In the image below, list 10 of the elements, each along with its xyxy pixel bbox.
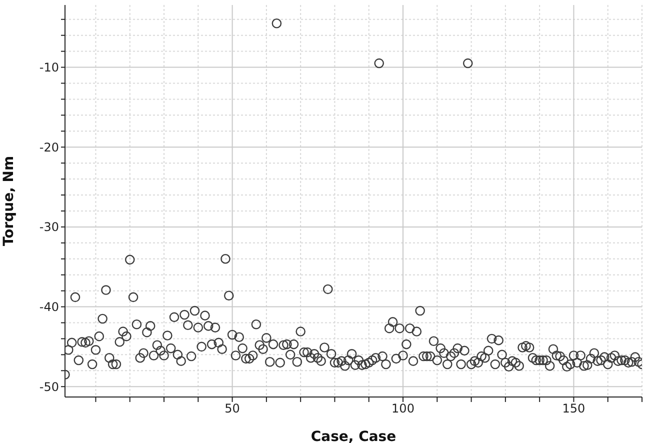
x-tick-label: 50 [224,402,240,416]
y-tick-label: -30 [39,220,59,234]
y-tick-label: -50 [39,380,59,394]
x-tick-label: 100 [392,402,414,416]
x-tick-label: 150 [562,402,586,416]
y-tick-label: -20 [39,140,59,154]
x-axis-title: Case, Case [310,429,396,443]
y-axis-title: Torque, Nm [0,156,17,246]
y-tick-label: -10 [39,60,59,75]
y-tick-label: -40 [39,300,59,314]
